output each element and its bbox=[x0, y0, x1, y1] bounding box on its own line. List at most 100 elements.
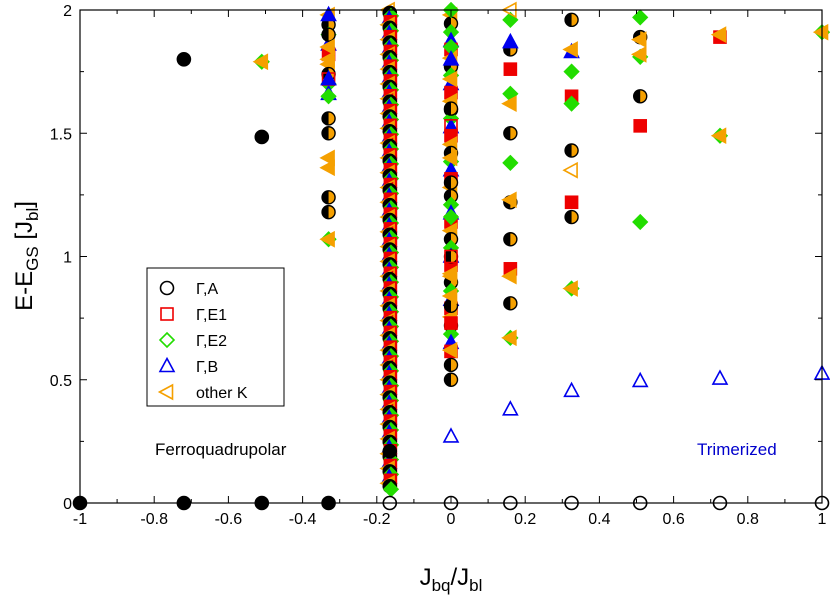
legend-marker-triangle-left bbox=[157, 383, 174, 401]
series-point-triangle-left bbox=[710, 127, 727, 145]
gamma-a-point bbox=[633, 89, 648, 104]
y-tick-label: 2 bbox=[63, 3, 72, 20]
gamma-a-point bbox=[321, 27, 336, 42]
gamma-a-point bbox=[503, 232, 518, 247]
series-point-square bbox=[444, 119, 458, 133]
legend-markers bbox=[157, 280, 176, 401]
x-tick-label: -0.4 bbox=[289, 511, 317, 528]
series-point-triangle-up bbox=[442, 427, 460, 443]
gamma-a-point-half bbox=[322, 205, 329, 219]
gamma-a-point bbox=[382, 443, 398, 459]
gamma-a-point bbox=[254, 129, 270, 145]
legend-label-other-k: other K bbox=[196, 385, 248, 402]
gamma-a-point bbox=[443, 175, 459, 190]
series-point-triangle-up bbox=[502, 32, 519, 49]
gamma-a-point bbox=[564, 209, 579, 225]
series-point-square bbox=[444, 316, 458, 330]
series-point-triangle-left bbox=[501, 267, 517, 285]
series-point-triangle-left bbox=[631, 31, 647, 48]
gamma-a-point-half bbox=[322, 190, 329, 204]
x-tick-label: 0.4 bbox=[588, 511, 610, 528]
series-point-triangle-left bbox=[631, 46, 647, 63]
ferroquadrupolar-label: Ferroquadrupolar bbox=[155, 440, 287, 459]
gamma-a-point-half bbox=[503, 232, 511, 246]
legend-label-gamma-b: Γ,B bbox=[196, 359, 218, 376]
gamma-a-point-half bbox=[444, 250, 451, 263]
series-point-diamond bbox=[563, 63, 580, 80]
series-point-triangle-left bbox=[441, 267, 458, 285]
gamma-a-point-half bbox=[322, 111, 329, 125]
x-tick-label: 0 bbox=[447, 511, 456, 528]
gamma-a-point bbox=[443, 298, 459, 313]
gamma-a-point-half bbox=[322, 28, 329, 42]
gamma-a-point bbox=[321, 204, 336, 220]
y-tick-label: 1 bbox=[63, 250, 72, 267]
axes-layer: -1 -0.8 -0.6 -0.4 -0.2 0 0.2 0.4 0.6 0.8 1 0 0.5 1 1.5… bbox=[50, 3, 827, 528]
gamma-a-point bbox=[503, 296, 518, 311]
series-point-square bbox=[633, 119, 648, 133]
series-point-square bbox=[503, 62, 518, 76]
series-point-diamond bbox=[632, 213, 649, 231]
x-tick-label: 0.8 bbox=[737, 511, 759, 528]
gamma-a-point-half bbox=[444, 102, 451, 116]
x-tick-label: 1 bbox=[818, 511, 827, 528]
series-point-triangle-left bbox=[710, 26, 727, 43]
series-point-triangle-left bbox=[252, 53, 269, 71]
x-tick-label: -0.2 bbox=[363, 511, 391, 528]
series-point-diamond bbox=[502, 154, 519, 171]
gamma-a-point bbox=[564, 12, 579, 28]
gamma-a-point-half bbox=[444, 373, 451, 387]
series-point-triangle-left bbox=[319, 149, 335, 167]
series-point-triangle-left bbox=[441, 149, 458, 167]
series-point-diamond bbox=[442, 208, 460, 226]
series-point-diamond bbox=[320, 88, 337, 105]
gamma-a-point-half bbox=[565, 144, 572, 158]
trimerized-label: Trimerized bbox=[697, 440, 777, 459]
gamma-a-point-half bbox=[565, 13, 572, 27]
gamma-a-point-half bbox=[565, 210, 572, 224]
series-point-diamond bbox=[563, 95, 580, 112]
series-point-triangle-up bbox=[442, 50, 460, 66]
x-tick-label: -1 bbox=[73, 511, 87, 528]
legend-marker-circle bbox=[159, 280, 175, 296]
y-axis-title: E-EGS [Jbl] bbox=[11, 201, 42, 311]
x-axis-title: Jbq/Jbl bbox=[420, 564, 483, 595]
legend-label-gamma-e1: Γ,E1 bbox=[196, 307, 227, 324]
series-point-triangle-left bbox=[501, 329, 517, 347]
legend-marker-square bbox=[160, 307, 174, 321]
x-tick-label: 0.6 bbox=[662, 511, 684, 528]
series-point-triangle-left bbox=[562, 161, 578, 179]
series-point-triangle-up bbox=[320, 69, 337, 86]
legend: Γ,A Γ,E1 Γ,E2 Γ,B other K bbox=[146, 267, 285, 407]
series-point-square bbox=[444, 249, 458, 264]
gamma-a-point bbox=[443, 372, 459, 387]
series-point-triangle-left bbox=[441, 70, 458, 88]
y-tick-label: 0.5 bbox=[50, 373, 72, 390]
series-point-square bbox=[564, 195, 579, 210]
legend-label-gamma-e2: Γ,E2 bbox=[196, 333, 227, 350]
legend-label-gamma-a: Γ,A bbox=[196, 281, 219, 298]
gamma-a-point bbox=[564, 143, 579, 158]
gamma-a-point bbox=[443, 101, 459, 116]
gamma-a-point-half bbox=[444, 299, 451, 313]
legend-marker-triangle-up bbox=[158, 356, 176, 373]
y-tick-label: 1.5 bbox=[50, 126, 72, 143]
gamma-a-point-half bbox=[503, 296, 511, 310]
series-point-triangle-up bbox=[631, 371, 649, 388]
legend-box bbox=[146, 267, 285, 407]
x-tick-label: 0.2 bbox=[514, 511, 536, 528]
series-point-triangle-left bbox=[319, 230, 335, 248]
series-point-triangle-left bbox=[319, 159, 335, 177]
series-point-triangle-up bbox=[502, 400, 519, 416]
gamma-a-point-half bbox=[444, 358, 451, 372]
x-tick-label: -0.6 bbox=[215, 511, 243, 528]
gamma-a-point bbox=[443, 249, 459, 264]
gamma-a-point-half bbox=[633, 89, 641, 103]
series-point-triangle-left bbox=[501, 95, 517, 113]
series-point-triangle-left bbox=[812, 23, 829, 41]
plot-layer bbox=[72, 1, 830, 511]
gamma-a-point-half bbox=[444, 176, 451, 190]
series-point-triangle-left bbox=[441, 341, 458, 359]
gamma-a-point bbox=[176, 51, 192, 67]
